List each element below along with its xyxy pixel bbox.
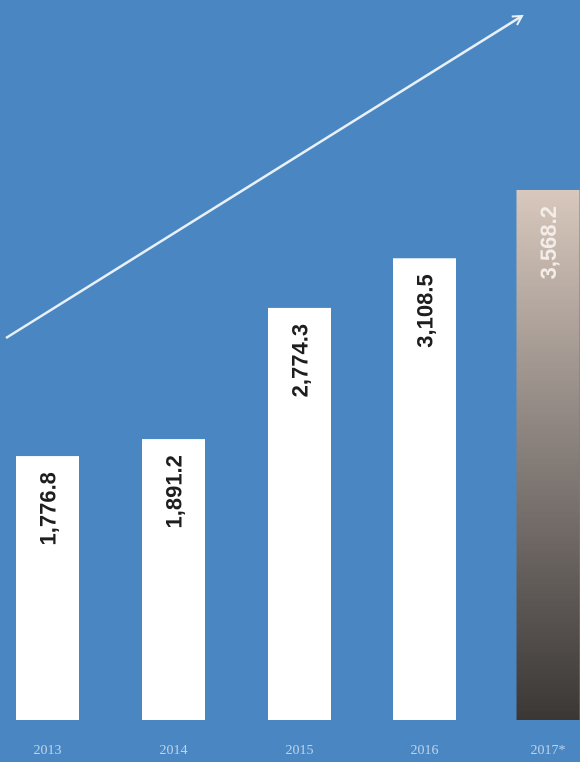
- x-axis-ticks-group: 2013 2014 2015 2016 2017*: [34, 743, 566, 758]
- bar-2017-forecast: [516, 190, 580, 720]
- value-label-2015: 2,774.3: [288, 324, 313, 397]
- x-tick-label-2014: 2014: [160, 743, 188, 758]
- value-labels-group: 1,776.8 1,891.2 2,774.3 3,108.5 3,568.2: [36, 206, 562, 545]
- bar-2013: [16, 456, 79, 720]
- value-label-2017-forecast: 3,568.2: [536, 206, 561, 279]
- x-tick-label-2017-forecast: 2017*: [531, 743, 566, 758]
- bar-2014: [142, 439, 205, 720]
- value-label-2014: 1,891.2: [162, 455, 187, 528]
- bar-2015: [268, 307, 331, 720]
- x-tick-label-2015: 2015: [286, 743, 314, 758]
- x-tick-label-2013: 2013: [34, 743, 62, 758]
- bars-group: [16, 190, 580, 720]
- value-label-2013: 1,776.8: [36, 472, 61, 545]
- trend-arrow: [5, 16, 522, 340]
- x-tick-label-2016: 2016: [411, 743, 439, 758]
- bar-2016: [393, 258, 456, 720]
- value-label-2016: 3,108.5: [413, 274, 438, 347]
